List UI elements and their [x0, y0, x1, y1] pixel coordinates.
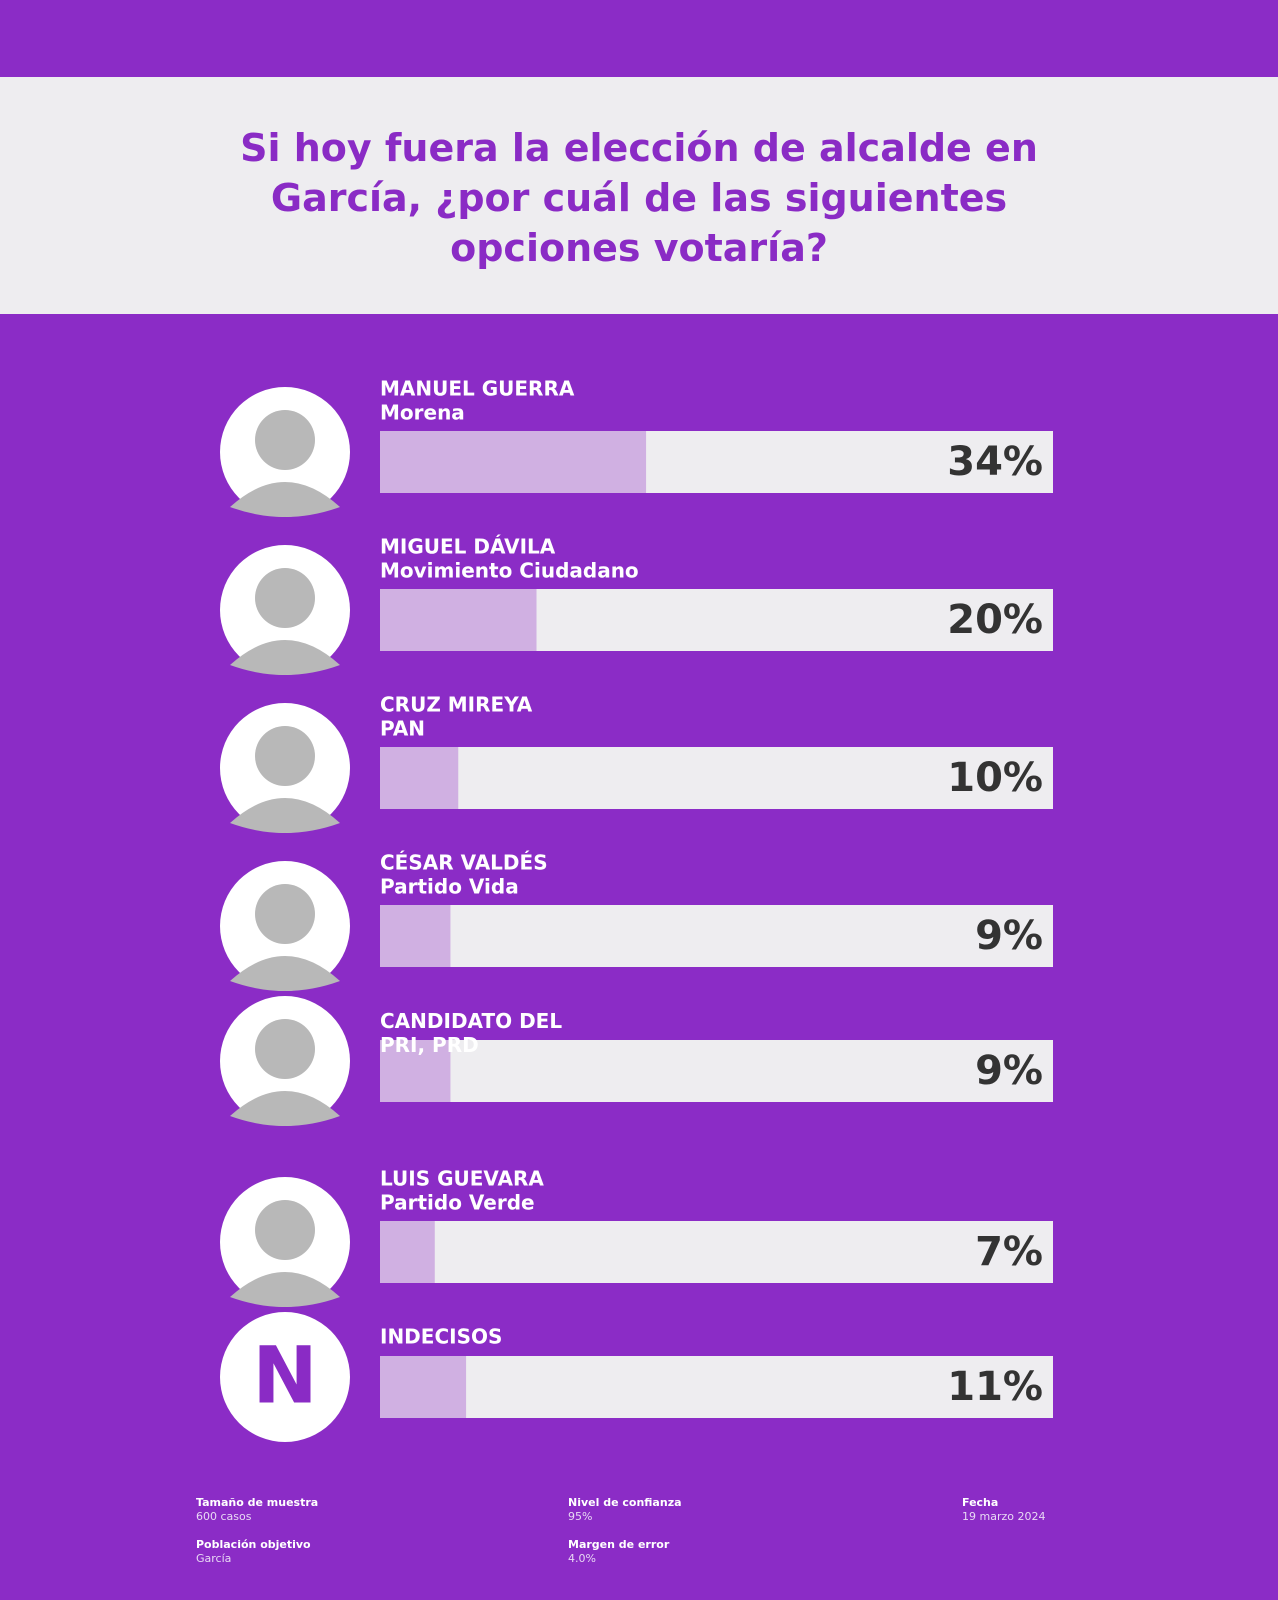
value-label: 9% [975, 1048, 1043, 1094]
avatar [220, 1312, 350, 1442]
value-label: 9% [975, 913, 1043, 959]
bar-track [380, 747, 1053, 809]
party-name: Partido Verde [380, 1191, 535, 1215]
footer-label: Fecha [962, 1496, 998, 1509]
footer-label: Nivel de confianza [568, 1496, 682, 1509]
avatar-head [255, 568, 315, 628]
footer-label: Margen de error [568, 1538, 670, 1551]
candidate-name: LUIS GUEVARA [380, 1167, 544, 1191]
chart-title: Si hoy fuera la elección de alcalde en Ga… [240, 126, 1038, 270]
avatar-head [255, 726, 315, 786]
party-name: Partido Vida [380, 875, 519, 899]
bar-track [380, 1356, 1053, 1418]
candidate-name: CANDIDATO DEL PRI, PRD [380, 1009, 562, 1057]
value-label: 11% [947, 1364, 1043, 1410]
bar-track [380, 905, 1053, 967]
value-label: 7% [975, 1229, 1043, 1275]
footer-value: 95% [568, 1510, 592, 1523]
candidate-name: CRUZ MIREYA [380, 693, 533, 717]
party-name: PAN [380, 717, 425, 741]
footer-label: Tamaño de muestra [196, 1496, 318, 1509]
bar [380, 905, 451, 967]
avatar-body [230, 798, 340, 833]
party-name: Morena [380, 401, 465, 425]
footer-value: García [196, 1552, 231, 1565]
avatar-body [230, 1272, 340, 1307]
candidate-name: CÉSAR VALDÉS [380, 851, 548, 875]
candidate-name: INDECISOS [380, 1325, 502, 1349]
header-band [0, 77, 1278, 314]
bar [380, 1040, 451, 1102]
footer-value: 19 marzo 2024 [962, 1510, 1045, 1523]
undecided-icon: N [252, 1331, 317, 1421]
bar [380, 1221, 435, 1283]
bar-track [380, 1221, 1053, 1283]
candidate-name: MANUEL GUERRA [380, 377, 575, 401]
avatar-head [255, 1019, 315, 1079]
footer-label: Población objetivo [196, 1538, 311, 1551]
value-label: 20% [947, 597, 1043, 643]
avatar-body [230, 956, 340, 991]
avatar-body [230, 1091, 340, 1126]
bar [380, 747, 459, 809]
avatar-head [255, 884, 315, 944]
bar [380, 1356, 467, 1418]
footer-value: 4.0% [568, 1552, 596, 1565]
avatar-body [230, 482, 340, 517]
party-name: Movimiento Ciudadano [380, 559, 639, 583]
avatar-head [255, 410, 315, 470]
bar-track [380, 1040, 1053, 1102]
avatar-head [255, 1200, 315, 1260]
candidate-name: MIGUEL DÁVILA [380, 535, 556, 559]
footer-value: 600 casos [196, 1510, 252, 1523]
value-label: 10% [947, 755, 1043, 801]
bar [380, 431, 647, 493]
value-label: 34% [947, 439, 1043, 485]
avatar-body [230, 640, 340, 675]
bar [380, 589, 537, 651]
